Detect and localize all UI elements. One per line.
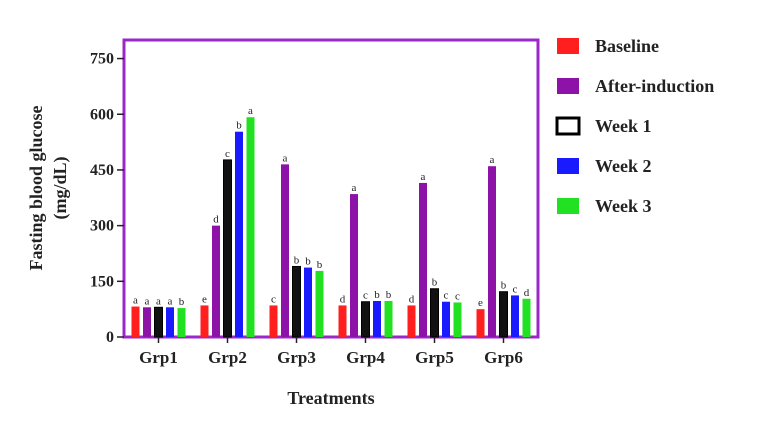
x-tick-label: Grp3 <box>277 348 316 367</box>
x-tick-label: Grp5 <box>415 348 454 367</box>
legend-swatch <box>557 158 579 174</box>
significance-letter: b <box>386 289 392 301</box>
significance-letter: b <box>317 259 323 271</box>
bar-week-2-grp2 <box>235 131 243 337</box>
bar-after-induction-grp3 <box>281 164 289 337</box>
bar-week-3-grp3 <box>315 270 324 337</box>
bar-after-induction-grp2 <box>212 225 220 337</box>
significance-letter: a <box>168 295 173 307</box>
significance-letter: b <box>305 256 311 268</box>
significance-letter: d <box>524 287 530 299</box>
x-tick-label: Grp6 <box>484 348 523 367</box>
bar-week-1-grp4 <box>361 301 370 338</box>
significance-letter: b <box>179 296 185 308</box>
bar-week-1-grp1 <box>154 306 163 338</box>
significance-letter: d <box>409 293 415 305</box>
significance-letter: e <box>478 297 483 309</box>
significance-letter: c <box>444 290 449 302</box>
significance-letter: c <box>271 293 276 305</box>
y-tick-label: 450 <box>90 162 114 179</box>
legend-label: Week 2 <box>595 156 652 176</box>
bar-week-1-grp6 <box>499 291 508 338</box>
legend-label: Week 3 <box>595 196 652 216</box>
bar-baseline-grp4 <box>338 305 347 337</box>
legend-label: Baseline <box>595 36 659 56</box>
significance-letter: c <box>363 290 368 302</box>
significance-letter: c <box>513 283 518 295</box>
legend-swatch <box>557 38 579 54</box>
x-tick-label: Grp1 <box>139 348 178 367</box>
significance-letter: a <box>421 171 426 183</box>
x-tick-label: Grp2 <box>208 348 247 367</box>
significance-letter: a <box>133 295 138 307</box>
y-axis-title-line-2: (mg/dL) <box>50 156 71 219</box>
significance-letter: b <box>236 120 242 132</box>
y-tick-label: 150 <box>90 273 114 290</box>
plot-frame <box>122 38 540 339</box>
bar-week-3-grp2 <box>246 117 255 337</box>
bar-week-3-grp1 <box>177 308 186 337</box>
x-tick-label: Grp4 <box>346 348 385 367</box>
y-axis-title-line-1: Fasting blood glucose <box>26 105 46 270</box>
bar-week-1-grp3 <box>292 265 301 338</box>
bar-baseline-grp2 <box>200 305 209 337</box>
significance-letter: a <box>156 295 161 307</box>
significance-letter: b <box>374 289 380 301</box>
bar-week-3-grp4 <box>384 300 393 337</box>
significance-letter: a <box>248 105 253 117</box>
y-tick-label: 600 <box>90 106 114 123</box>
significance-letter: a <box>490 154 495 166</box>
bar-week-3-grp6 <box>522 298 531 337</box>
bar-week-3-grp5 <box>453 302 462 337</box>
bar-week-2-grp5 <box>442 301 450 337</box>
significance-letter: e <box>202 293 207 305</box>
legend-swatch <box>555 116 581 136</box>
bar-baseline-grp1 <box>131 306 140 337</box>
bar-week-2-grp3 <box>304 267 312 337</box>
bar-after-induction-grp1 <box>143 307 151 337</box>
bar-week-2-grp6 <box>511 295 519 337</box>
significance-letter: a <box>352 182 357 194</box>
bar-after-induction-grp5 <box>419 182 427 337</box>
bar-week-2-grp1 <box>166 307 174 337</box>
y-tick-label: 0 <box>106 329 114 346</box>
bar-week-2-grp4 <box>373 300 381 337</box>
bar-week-1-grp5 <box>430 288 439 338</box>
legend-label: Week 1 <box>595 116 652 136</box>
significance-letter: b <box>432 277 438 289</box>
bar-baseline-grp5 <box>407 305 416 337</box>
bar-baseline-grp6 <box>476 309 485 337</box>
x-axis-title: Treatments <box>287 388 374 408</box>
significance-letter: c <box>225 148 230 160</box>
significance-letter: a <box>145 295 150 307</box>
significance-letter: d <box>340 293 346 305</box>
bar-week-1-grp2 <box>223 159 232 338</box>
bar-baseline-grp3 <box>269 305 278 337</box>
legend-swatch <box>557 198 579 214</box>
y-tick-label: 750 <box>90 51 114 68</box>
significance-letter: b <box>501 280 507 292</box>
significance-letter: a <box>283 152 288 164</box>
significance-letter: d <box>213 214 219 226</box>
y-tick-label: 300 <box>90 218 114 235</box>
legend-label: After-induction <box>595 76 714 96</box>
significance-letter: b <box>294 254 300 266</box>
bar-after-induction-grp4 <box>350 194 358 337</box>
legend-swatch <box>557 78 579 94</box>
bar-after-induction-grp6 <box>488 166 496 337</box>
significance-letter: c <box>455 290 460 302</box>
